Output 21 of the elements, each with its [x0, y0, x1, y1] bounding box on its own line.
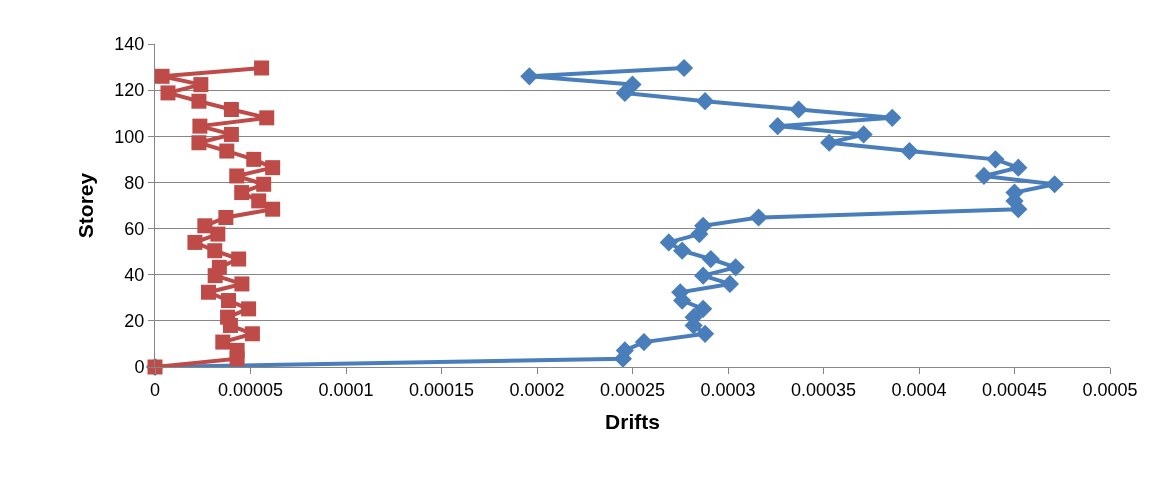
y-tick-label: 140	[114, 34, 145, 55]
y-tick-label: 120	[114, 80, 145, 101]
x-tick-label: 0.0003	[700, 379, 756, 400]
y-tick-label: 20	[124, 311, 145, 332]
x-tick-label: 0.00045	[981, 379, 1048, 400]
y-tick-label: 0	[134, 357, 145, 378]
x-tick-label: 0.00015	[408, 379, 475, 400]
y-tick-label: 80	[124, 172, 145, 193]
x-tick-label: 0	[149, 379, 161, 400]
x-axis-title: Drifts	[605, 409, 660, 433]
y-tick-label: 40	[124, 265, 145, 286]
x-tick-label: 0.0004	[891, 379, 947, 400]
y-tick-label: 100	[114, 126, 145, 147]
x-tick-label: 0.0001	[318, 379, 374, 400]
x-tick-label: 0.00005	[217, 379, 284, 400]
x-tick-label: 0.00035	[790, 379, 857, 400]
x-tick-label: 0.00025	[599, 379, 666, 400]
x-tick-label: 0.0002	[509, 379, 565, 400]
y-axis-title: Storey	[73, 172, 97, 239]
x-tick-label: 0.0005	[1082, 379, 1138, 400]
y-tick-label: 60	[124, 218, 145, 239]
